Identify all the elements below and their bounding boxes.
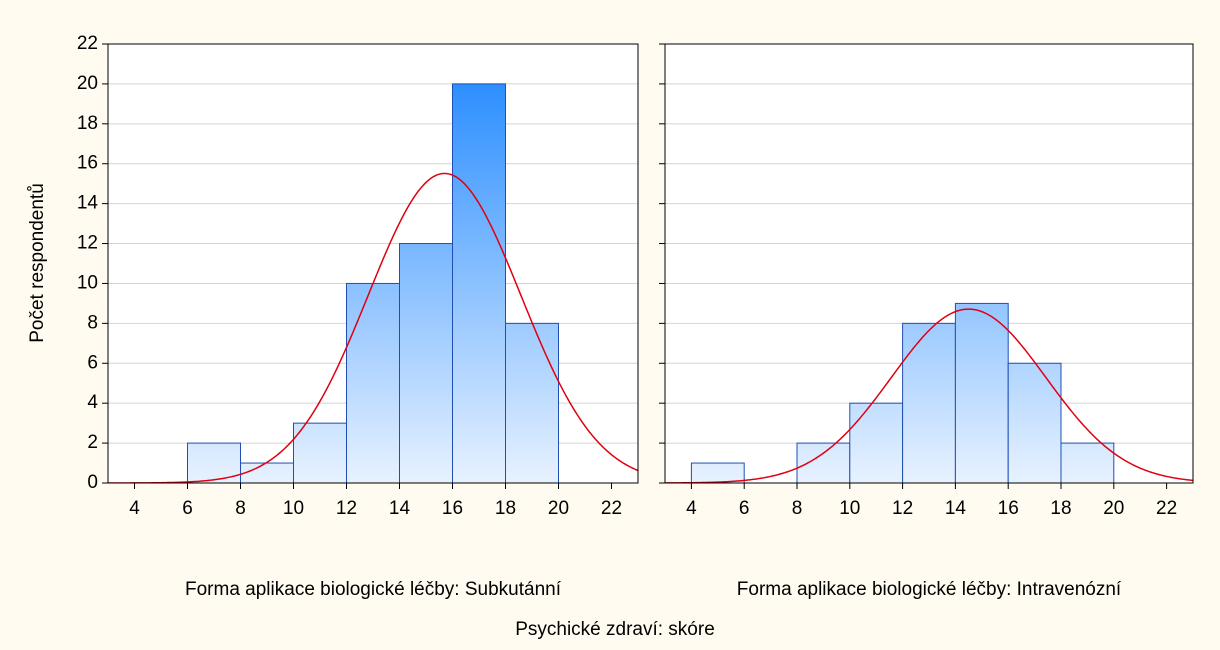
x-tick-label: 16 [998, 498, 1019, 519]
y-axis-label: Počet respondentů [27, 183, 48, 343]
bar [346, 282, 400, 484]
x-tick-label: 10 [839, 498, 860, 519]
x-tick-label: 12 [336, 498, 357, 519]
bar [240, 462, 294, 484]
x-tick-label: 4 [686, 498, 697, 519]
y-tick-label: 20 [77, 73, 98, 94]
y-tick-label: 16 [77, 153, 98, 174]
x-tick-label: 20 [548, 498, 569, 519]
y-tick-label: 2 [87, 432, 98, 453]
bar [1007, 362, 1062, 484]
x-axis-label: Psychické zdraví: skóre [515, 619, 715, 640]
y-tick-label: 10 [77, 272, 98, 293]
bar [849, 402, 904, 484]
x-tick-label: 6 [739, 498, 750, 519]
y-tick-label: 22 [77, 33, 98, 54]
y-tick-label: 18 [77, 113, 98, 134]
bar [505, 322, 559, 484]
bar [690, 462, 745, 484]
bar [1060, 442, 1115, 484]
bar [293, 422, 347, 484]
x-tick-label: 12 [892, 498, 913, 519]
y-tick-label: 0 [87, 472, 98, 493]
x-tick-label: 14 [389, 498, 411, 519]
normal-curve [665, 308, 1193, 483]
x-tick-label: 18 [1050, 498, 1071, 519]
x-tick-label: 10 [283, 498, 304, 519]
x-tick-label: 22 [1156, 498, 1177, 519]
x-tick-label: 22 [601, 498, 622, 519]
y-tick-label: 12 [77, 233, 98, 254]
x-tick-label: 14 [945, 498, 967, 519]
plot-frame [107, 43, 639, 484]
panel-title: Forma aplikace biologické léčby: Intrave… [737, 579, 1122, 600]
x-tick-label: 8 [792, 498, 803, 519]
normal-curve [108, 172, 638, 483]
y-tick-label: 6 [87, 352, 98, 373]
x-tick-label: 8 [235, 498, 246, 519]
bar [399, 243, 453, 484]
bar [796, 442, 851, 484]
y-tick-label: 8 [87, 312, 98, 333]
x-tick-label: 20 [1103, 498, 1124, 519]
x-tick-label: 4 [129, 498, 140, 519]
y-tick-label: 14 [77, 193, 99, 214]
x-tick-label: 6 [182, 498, 193, 519]
bar [452, 83, 506, 484]
bar [902, 322, 956, 484]
panel-title: Forma aplikace biologické léčby: Subkutá… [185, 579, 562, 600]
y-tick-label: 4 [87, 392, 98, 413]
plot-frame [664, 43, 1194, 484]
bar [954, 302, 1009, 484]
x-tick-label: 18 [495, 498, 516, 519]
x-tick-label: 16 [442, 498, 463, 519]
